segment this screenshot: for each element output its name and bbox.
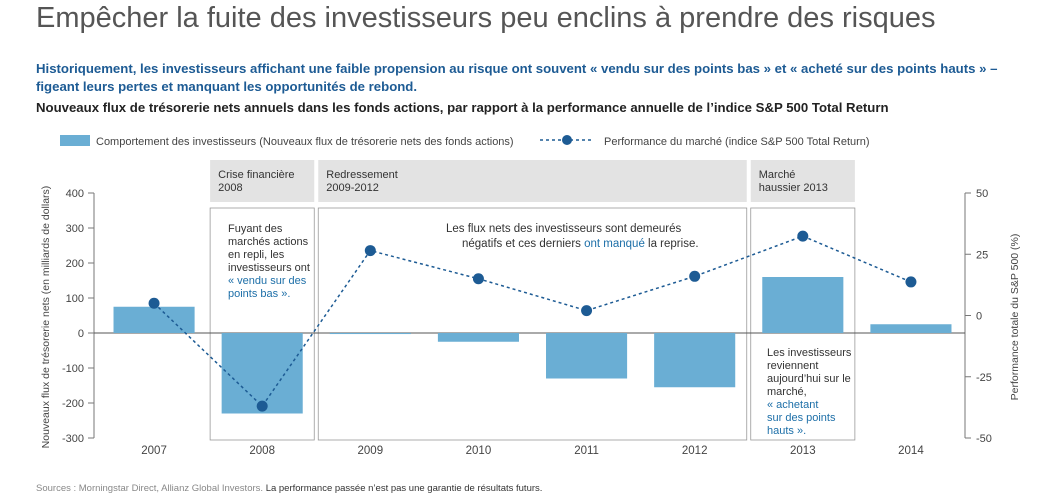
legend-bar-swatch xyxy=(60,135,90,146)
annotation-redressement: Les flux nets des investisseurs sont dem… xyxy=(446,223,699,250)
right-tick-label: -25 xyxy=(976,372,992,384)
annotation-redressement-line1: Les flux nets des investisseurs sont dem… xyxy=(446,223,681,235)
annotation-crise: Fuyant des marchés actions en repli, les… xyxy=(228,223,310,300)
axis-layer: 400 300 200 100 0 -100 -200 -300 50 25 0 -25 -50 2007… xyxy=(62,188,992,457)
annotation-haussier-highlight: sur des points xyxy=(767,412,836,424)
x-tick-label: 2010 xyxy=(466,445,492,457)
bar xyxy=(221,333,303,414)
bar xyxy=(870,324,952,333)
performance-point xyxy=(472,273,484,285)
annotation-haussier-line: Les investisseurs xyxy=(767,347,852,359)
performance-line xyxy=(153,235,912,408)
performance-point xyxy=(689,270,701,282)
right-tick-label: 25 xyxy=(976,249,988,261)
annotation-haussier-line: reviennent xyxy=(767,360,818,372)
annotation-crise-highlight: points bas ». xyxy=(228,288,290,300)
chart-subtitle: Nouveaux flux de trésorerie nets annuels… xyxy=(36,100,889,115)
x-tick-label: 2012 xyxy=(682,445,708,457)
legend-bar-label: Comportement des investisseurs (Nouveaux… xyxy=(96,136,514,148)
intro-text: Historiquement, les investisseurs affich… xyxy=(36,61,998,94)
bar xyxy=(437,333,519,342)
annotation-haussier-line: aujourd’hui sur le xyxy=(767,373,851,385)
performance-point xyxy=(148,297,160,309)
performance-point xyxy=(581,305,593,317)
line-layer xyxy=(148,230,917,412)
performance-point xyxy=(797,230,809,242)
left-tick-label: 100 xyxy=(66,293,84,305)
source-note: Sources : Morningstar Direct, Allianz Gl… xyxy=(36,483,542,494)
left-tick-label: -100 xyxy=(62,363,84,375)
annotation-haussier-highlight: « achetant xyxy=(767,399,818,411)
x-tick-label: 2007 xyxy=(141,445,167,457)
bar xyxy=(654,333,736,388)
annotation-crise-highlight: « vendu sur des xyxy=(228,275,307,287)
x-tick-label: 2014 xyxy=(898,445,924,457)
annotation-haussier: Les investisseurs reviennent aujourd’hui… xyxy=(767,347,852,437)
left-tick-label: 200 xyxy=(66,258,84,270)
bar xyxy=(762,277,844,333)
performance-point xyxy=(256,400,268,412)
left-tick-label: -200 xyxy=(62,398,84,410)
annotation-redressement-text: la reprise. xyxy=(645,238,699,250)
x-tick-label: 2011 xyxy=(574,445,599,457)
region-box xyxy=(750,207,856,441)
right-tick-label: 50 xyxy=(976,188,988,200)
performance-point xyxy=(364,245,376,257)
annotation-crise-line: investisseurs ont xyxy=(228,262,310,274)
page-title: Empêcher la fuite des investisseurs peu … xyxy=(36,2,936,34)
annotation-redressement-highlight: ont manqué xyxy=(584,238,645,250)
annotation-crise-line: Fuyant des xyxy=(228,223,283,235)
annotation-crise-line: marchés actions xyxy=(228,236,309,248)
region-box xyxy=(209,207,315,441)
bar xyxy=(113,306,195,333)
left-tick-label: -300 xyxy=(62,433,84,445)
left-tick-label: 0 xyxy=(78,328,84,340)
annotation-haussier-highlight: hauts ». xyxy=(767,425,806,437)
bar xyxy=(546,333,628,379)
bar xyxy=(329,333,411,335)
region-header-label: Crise financière xyxy=(218,169,294,181)
region-header xyxy=(318,160,747,202)
region-header-label: Redressement xyxy=(326,169,398,181)
region-header-label: 2009-2012 xyxy=(326,182,379,194)
region-header-label: Marché xyxy=(759,169,796,181)
right-tick-label: 0 xyxy=(976,311,982,323)
region-header xyxy=(750,160,855,202)
annotation-crise-line: en repli, les xyxy=(228,249,285,261)
legend-line-label: Performance du marché (indice S&P 500 To… xyxy=(604,136,870,148)
right-axis-title: Performance totale du S&P 500 (%) xyxy=(1009,234,1021,401)
bar-layer xyxy=(113,277,952,414)
region-header xyxy=(210,160,315,202)
annotation-redressement-text: négatifs et ces derniers xyxy=(462,238,584,250)
x-tick-label: 2009 xyxy=(358,445,384,457)
performance-point xyxy=(905,276,917,288)
right-tick-label: -50 xyxy=(976,433,992,445)
annotation-haussier-line: marché, xyxy=(767,386,807,398)
left-axis-title: Nouveaux flux de trésorerie nets (en mil… xyxy=(40,186,52,449)
legend-line-marker xyxy=(562,135,572,145)
source-disclaimer: La performance passée n’est pas une gara… xyxy=(265,483,543,494)
left-tick-label: 300 xyxy=(66,223,84,235)
source-prefix: Sources : Morningstar Direct, Allianz Gl… xyxy=(36,483,264,494)
x-tick-label: 2008 xyxy=(249,445,275,457)
x-tick-label: 2013 xyxy=(790,445,816,457)
region-header-label: 2008 xyxy=(218,182,242,194)
region-box xyxy=(317,207,748,441)
region-header-label: haussier 2013 xyxy=(759,182,828,194)
annotation-redressement-line2: négatifs et ces derniers ont manqué la r… xyxy=(462,238,699,250)
left-tick-label: 400 xyxy=(66,188,84,200)
